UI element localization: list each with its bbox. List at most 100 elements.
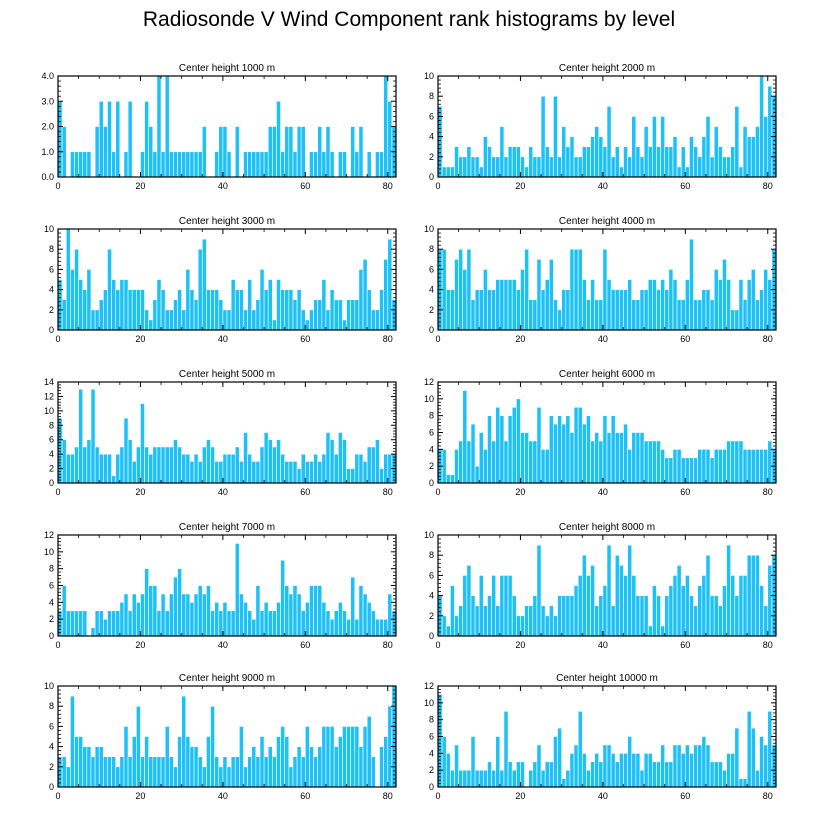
histogram-bar [358,453,364,484]
histogram-bar [598,299,604,331]
histogram-bar [705,289,711,331]
x-tick-label: 20 [515,640,525,650]
histogram-bar [284,289,290,331]
histogram-bar [226,151,232,178]
y-tick-label: 8 [429,244,434,254]
histogram-bar [296,468,302,484]
histogram-bar [61,439,67,484]
histogram-bar [313,756,318,788]
histogram-bar [623,146,628,178]
histogram-bar [507,146,513,178]
histogram-bar [581,279,587,331]
histogram-bar [309,461,314,484]
x-tick-label: 60 [680,334,690,344]
y-tick-label: 0 [429,631,434,641]
histogram-bar [755,769,760,788]
histogram-bar [156,756,162,788]
histogram-bar [487,146,492,178]
histogram-bar [639,595,645,637]
plot-frame [57,685,397,788]
histogram-bar [144,100,149,178]
histogram-bar [458,156,464,178]
histogram-bar [676,564,682,637]
histogram-bar [206,736,211,788]
x-tick-label: 80 [763,640,773,650]
x-tick-label: 0 [55,487,60,497]
histogram-bar [107,248,112,331]
y-tick-label: 2 [49,614,54,624]
histogram-bar [280,453,286,484]
histogram-bar [586,769,591,788]
histogram-bar [499,126,505,178]
histogram-bar [680,299,686,331]
histogram-bar [503,710,509,788]
histogram-bar [689,457,694,484]
histogram-bar [503,440,509,484]
histogram-bar [168,151,174,178]
histogram-bar [103,756,108,788]
histogram-bar [123,726,129,788]
histogram-bar [503,279,509,331]
histogram-bar [280,289,286,331]
histogram-bar [317,461,323,484]
histogram-bar [354,618,360,637]
histogram-bar [652,761,657,788]
histogram-bar [173,299,178,331]
histogram-bar [565,595,571,637]
histogram-bar [156,610,162,637]
histogram-bar [288,126,294,178]
histogram-bar [148,756,154,788]
histogram-bar [726,544,731,637]
x-tick-label: 80 [763,487,773,497]
histogram-panel-1: Center height 1000 m 0 20 40 60 80 0.0 1.0 2.0 3.… [41,63,397,191]
histogram-bar [709,595,715,637]
histogram-bar [577,710,583,788]
histogram-bar [606,279,612,331]
histogram-bar [337,299,343,331]
histogram-bar [358,126,364,178]
histogram-bar [569,248,575,331]
histogram-bar [713,126,719,178]
histogram-bar [672,744,678,788]
y-tick-label: 10 [424,530,434,540]
histogram-bar [594,753,600,788]
histogram-bar [251,618,257,637]
histogram-bar [193,453,199,484]
histogram-bar [61,299,67,331]
histogram-bar [206,289,211,331]
histogram-bar [226,453,232,484]
histogram-bar [329,726,335,788]
histogram-bar [470,156,476,178]
histogram-bar [676,449,682,484]
histogram-bar [557,309,562,331]
histogram-bar [767,440,773,484]
histogram-bar [243,432,248,484]
x-tick-label: 80 [763,791,773,801]
histogram-bar [78,279,84,331]
histogram-bar [602,146,608,178]
histogram-bar [685,457,690,484]
histogram-bar [569,432,575,484]
y-tick-label: 10 [424,224,434,234]
histogram-bar [643,126,649,178]
histogram-bar [713,269,719,331]
histogram-bar [65,228,71,331]
histogram-bar [717,146,723,178]
histogram-bar [763,744,769,788]
y-tick-label: 2 [429,305,434,315]
y-tick-label: 6 [429,570,434,580]
histogram-bar [483,769,488,788]
histogram-bar [337,432,343,484]
histogram-bar [350,576,356,637]
histogram-bar [548,415,554,484]
histogram-bar [520,269,525,331]
histogram-bar [354,453,360,484]
histogram-bar [263,432,269,484]
histogram-bar [107,453,112,484]
histogram-bar [441,166,447,178]
y-tick-label: 8 [429,715,434,725]
histogram-bar [325,726,331,788]
histogram-bar [288,766,294,788]
histogram-bar [189,602,195,637]
histogram-bar [478,575,484,637]
